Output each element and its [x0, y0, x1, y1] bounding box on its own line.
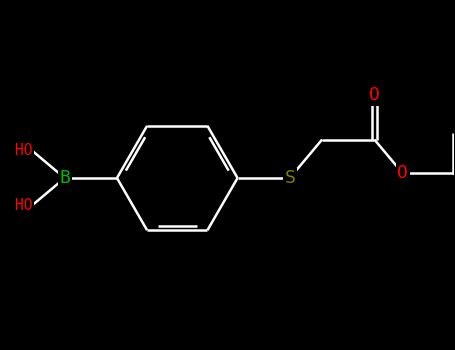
Text: HO: HO — [15, 144, 32, 159]
Text: S: S — [284, 169, 295, 187]
Text: HO: HO — [15, 198, 32, 213]
Text: O: O — [397, 164, 408, 182]
Text: O: O — [369, 86, 380, 104]
Text: B: B — [59, 169, 70, 187]
